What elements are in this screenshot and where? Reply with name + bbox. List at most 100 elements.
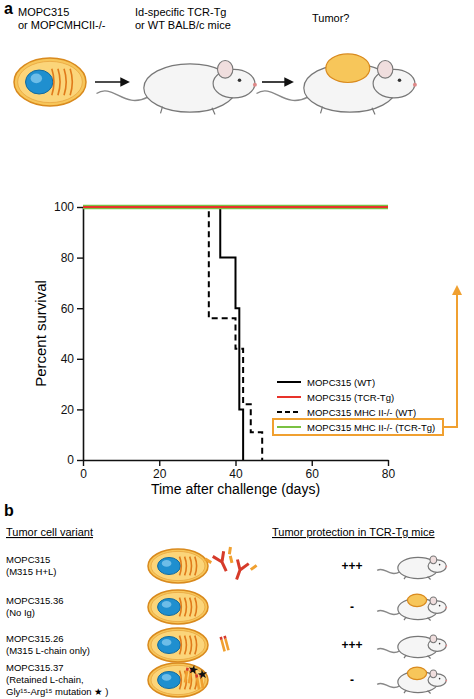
- tick-mark: [77, 460, 83, 461]
- tick-label: 80: [382, 467, 396, 481]
- tick-label: 60: [61, 302, 75, 316]
- mouse: [377, 594, 447, 620]
- survival-line: [83, 206, 388, 208]
- tick-mark: [77, 207, 83, 208]
- mouse-with-tumor: [257, 54, 417, 115]
- er-stripe: [52, 69, 54, 95]
- tick: 60: [61, 302, 83, 316]
- protection-label: +++: [341, 638, 362, 652]
- nucleus: [158, 637, 181, 654]
- nucleus-highlight: [162, 674, 172, 681]
- mouse-eye: [439, 605, 441, 607]
- mouse-ear: [430, 597, 437, 605]
- survival-line: [83, 207, 243, 460]
- mouse-tail: [257, 91, 309, 101]
- er-stripe: [185, 557, 187, 576]
- tumor-cell: [148, 663, 208, 697]
- mouse-eye: [439, 564, 441, 566]
- mouse-eye: [398, 79, 402, 83]
- tumor-cell: [148, 549, 208, 583]
- legend-label: MOPC315 (WT): [307, 377, 375, 388]
- variant-label: MOPC315: [6, 554, 50, 565]
- tick: 20: [153, 460, 167, 481]
- protection-label: +++: [341, 559, 362, 573]
- variant-label: (No Ig): [6, 607, 35, 618]
- tick-label: 60: [306, 467, 320, 481]
- mouse: [377, 556, 447, 580]
- cell-inner: [151, 551, 205, 580]
- legend-label: MOPC315 MHC II-/- (WT): [307, 407, 416, 418]
- tick: 0: [80, 460, 87, 481]
- nucleus: [26, 70, 53, 94]
- tick-label: 40: [229, 467, 243, 481]
- x-axis: 0 20 40 60 80: [80, 460, 395, 481]
- tick: 40: [61, 352, 83, 366]
- arrow: [262, 81, 292, 83]
- light-chain: [228, 556, 256, 571]
- tick-label: 100: [54, 200, 74, 214]
- cell-body: [148, 549, 208, 583]
- nucleus: [158, 599, 181, 616]
- tick-label: 0: [80, 467, 87, 481]
- er-stripe: [180, 671, 182, 690]
- tumor-cell: [14, 58, 86, 106]
- mouse-leg: [404, 655, 431, 658]
- nucleus: [158, 672, 181, 689]
- light-chain-tip: [221, 636, 226, 640]
- er-stripe: [195, 636, 197, 655]
- er-stripe: [190, 598, 192, 617]
- er-stripe: [64, 69, 66, 95]
- mutation-star: [197, 669, 208, 680]
- tumor: [326, 54, 370, 83]
- mouse-tail: [97, 91, 149, 101]
- tick-label: 0: [67, 453, 74, 467]
- tumor: [407, 667, 426, 679]
- mouse-eye: [439, 643, 441, 645]
- nucleus-highlight: [162, 601, 172, 608]
- antibody: [221, 636, 229, 652]
- legend-swatch: [277, 381, 301, 383]
- light-chain: [222, 639, 229, 652]
- survival-line: [83, 207, 262, 460]
- tick-mark: [312, 460, 313, 466]
- mouse-leg: [161, 107, 216, 115]
- mouse-nose: [445, 607, 447, 609]
- protection-label: -: [350, 600, 354, 614]
- er-stripe: [195, 557, 197, 576]
- legend-swatch: [277, 426, 301, 428]
- schematic-label: or WT BALB/c mice: [135, 19, 231, 31]
- survival-line: [83, 205, 388, 210]
- highlight-arrow: [443, 287, 457, 427]
- antibody: [205, 547, 239, 577]
- mouse-eye: [238, 79, 242, 83]
- er-stripe: [185, 598, 187, 617]
- er-stripe: [180, 598, 182, 617]
- x-axis-title: Time after challenge (days): [151, 481, 320, 497]
- tick-mark: [83, 460, 84, 466]
- tick-label: 20: [153, 467, 167, 481]
- nucleus-highlight: [162, 639, 172, 646]
- mouse-tail: [377, 648, 400, 652]
- mouse: [97, 61, 257, 115]
- tick-mark: [388, 460, 389, 466]
- mouse-ear: [430, 556, 437, 564]
- mouse-nose: [413, 83, 417, 87]
- mutation-star: [188, 664, 199, 675]
- cell-inner: [151, 630, 205, 659]
- er-stripe: [195, 598, 197, 617]
- mouse-ear: [218, 61, 233, 79]
- light-chain: [205, 547, 233, 564]
- mouse-leg: [404, 576, 431, 579]
- cell-body: [148, 663, 208, 697]
- schematic-label: Id-specific TCR-Tg: [135, 6, 226, 18]
- nucleus: [158, 558, 181, 575]
- y-axis-title: Percent survival: [32, 280, 49, 387]
- mouse-nose: [445, 680, 447, 682]
- tick-label: 80: [61, 251, 75, 265]
- nucleus-highlight: [31, 74, 43, 84]
- er-stripe: [180, 557, 182, 576]
- tick-mark: [77, 359, 83, 360]
- mouse-tail: [377, 683, 400, 687]
- legend: MOPC315 (WT)MOPC315 (TCR-Tg)MOPC315 MHC …: [273, 287, 457, 435]
- mouse-nose: [445, 645, 447, 647]
